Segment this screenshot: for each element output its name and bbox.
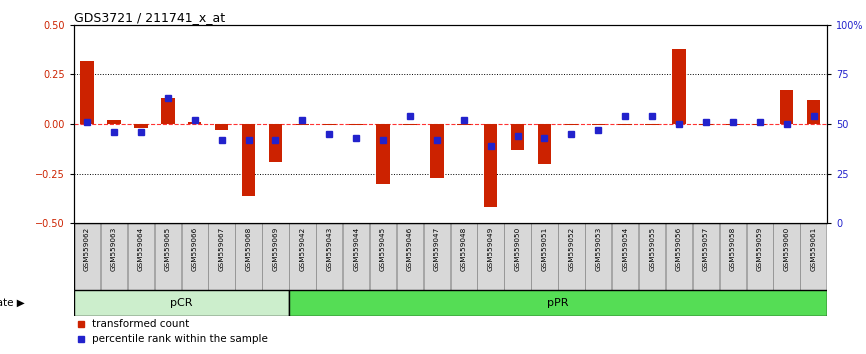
FancyBboxPatch shape	[450, 223, 477, 290]
Text: GSM559055: GSM559055	[650, 227, 655, 271]
Text: percentile rank within the sample: percentile rank within the sample	[93, 334, 268, 344]
FancyBboxPatch shape	[100, 223, 127, 290]
Text: GSM559058: GSM559058	[730, 227, 736, 271]
Text: GSM559054: GSM559054	[623, 227, 628, 271]
Text: GSM559052: GSM559052	[568, 227, 574, 271]
Bar	[618, 124, 632, 125]
Bar	[404, 124, 417, 125]
Text: GSM559065: GSM559065	[165, 227, 171, 271]
Bar	[188, 122, 202, 124]
FancyBboxPatch shape	[612, 223, 638, 290]
Bar	[322, 124, 336, 125]
Text: GSM559050: GSM559050	[514, 227, 520, 271]
FancyBboxPatch shape	[773, 223, 800, 290]
Bar	[134, 124, 147, 128]
FancyBboxPatch shape	[585, 223, 611, 290]
Bar	[377, 124, 390, 184]
FancyBboxPatch shape	[477, 223, 504, 290]
Bar	[484, 124, 497, 207]
Bar	[807, 100, 820, 124]
Bar	[242, 124, 255, 195]
Bar	[81, 61, 94, 124]
FancyBboxPatch shape	[800, 223, 827, 290]
Text: GSM559066: GSM559066	[191, 227, 197, 271]
Bar	[699, 124, 713, 125]
FancyBboxPatch shape	[746, 223, 773, 290]
FancyBboxPatch shape	[209, 223, 235, 290]
Bar	[565, 124, 578, 125]
Text: GSM559046: GSM559046	[407, 227, 413, 271]
Bar	[726, 124, 740, 125]
Text: GSM559045: GSM559045	[380, 227, 386, 271]
Bar	[511, 124, 524, 150]
Bar	[268, 124, 282, 162]
Bar	[215, 124, 229, 130]
Text: GSM559068: GSM559068	[246, 227, 251, 271]
FancyBboxPatch shape	[289, 290, 827, 316]
Text: GSM559042: GSM559042	[300, 227, 306, 271]
Bar	[753, 124, 766, 125]
FancyBboxPatch shape	[559, 223, 585, 290]
Text: GSM559061: GSM559061	[811, 227, 817, 271]
FancyBboxPatch shape	[693, 223, 719, 290]
FancyBboxPatch shape	[370, 223, 397, 290]
Bar	[349, 124, 363, 125]
Text: GSM559057: GSM559057	[703, 227, 709, 271]
Text: pPR: pPR	[547, 298, 569, 308]
FancyBboxPatch shape	[74, 290, 289, 316]
Bar	[107, 120, 120, 124]
FancyBboxPatch shape	[504, 223, 531, 290]
Text: GDS3721 / 211741_x_at: GDS3721 / 211741_x_at	[74, 11, 225, 24]
Text: GSM559069: GSM559069	[273, 227, 278, 271]
Text: pCR: pCR	[170, 298, 192, 308]
Text: GSM559049: GSM559049	[488, 227, 494, 271]
Text: GSM559064: GSM559064	[138, 227, 144, 271]
Text: GSM559053: GSM559053	[595, 227, 601, 271]
FancyBboxPatch shape	[316, 223, 342, 290]
Text: GSM559047: GSM559047	[434, 227, 440, 271]
FancyBboxPatch shape	[397, 223, 423, 290]
Text: GSM559063: GSM559063	[111, 227, 117, 271]
Text: disease state ▶: disease state ▶	[0, 298, 24, 308]
Bar	[780, 90, 793, 124]
Text: GSM559062: GSM559062	[84, 227, 90, 271]
Bar	[538, 124, 552, 164]
FancyBboxPatch shape	[639, 223, 665, 290]
Text: GSM559056: GSM559056	[676, 227, 682, 271]
FancyBboxPatch shape	[182, 223, 208, 290]
Bar	[457, 124, 470, 125]
FancyBboxPatch shape	[343, 223, 369, 290]
FancyBboxPatch shape	[666, 223, 692, 290]
Text: GSM559051: GSM559051	[541, 227, 547, 271]
Bar	[672, 48, 686, 124]
FancyBboxPatch shape	[127, 223, 154, 290]
Bar	[430, 124, 443, 178]
Bar	[295, 124, 309, 125]
Text: transformed count: transformed count	[93, 319, 190, 329]
Text: GSM559043: GSM559043	[326, 227, 333, 271]
FancyBboxPatch shape	[423, 223, 450, 290]
FancyBboxPatch shape	[262, 223, 288, 290]
Text: GSM559067: GSM559067	[218, 227, 224, 271]
Bar	[645, 124, 659, 125]
FancyBboxPatch shape	[289, 223, 315, 290]
FancyBboxPatch shape	[532, 223, 558, 290]
Bar	[591, 124, 605, 125]
FancyBboxPatch shape	[720, 223, 746, 290]
Text: GSM559044: GSM559044	[353, 227, 359, 271]
Text: GSM559059: GSM559059	[757, 227, 763, 271]
FancyBboxPatch shape	[155, 223, 181, 290]
Bar	[161, 98, 175, 124]
Text: GSM559060: GSM559060	[784, 227, 790, 271]
Text: GSM559048: GSM559048	[461, 227, 467, 271]
FancyBboxPatch shape	[74, 223, 100, 290]
FancyBboxPatch shape	[236, 223, 262, 290]
